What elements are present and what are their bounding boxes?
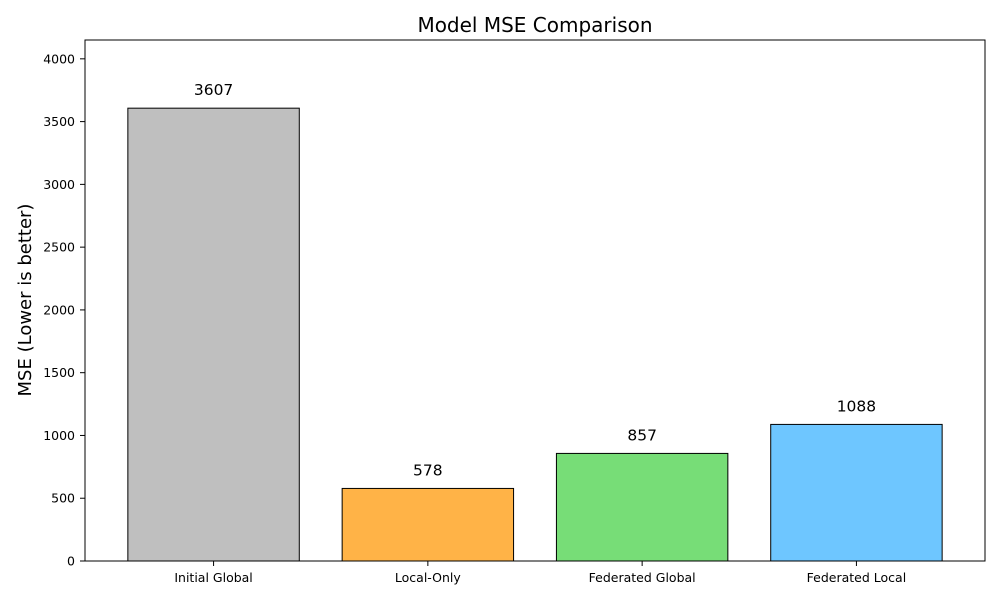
value-labels-layer: 3607 578 857 1088 <box>194 81 876 479</box>
plot-frame <box>84 39 986 562</box>
chart-title: Model MSE Comparison <box>417 13 652 37</box>
y-tick-label: 3000 <box>43 177 75 192</box>
x-tick-label: Federated Global <box>589 570 696 585</box>
y-axis-ticks: 0 500 1000 1500 2000 2500 3000 3500 4000 <box>43 51 85 569</box>
bars-layer <box>127 107 943 562</box>
y-tick-label: 3500 <box>43 114 75 129</box>
y-tick-label: 1500 <box>43 365 75 380</box>
y-axis-label: MSE (Lower is better) <box>15 204 36 397</box>
x-axis-ticks: Initial Global Local-Only Federated Global… <box>174 561 906 585</box>
y-tick-label: 1000 <box>43 428 75 443</box>
bar-local-only <box>341 487 515 562</box>
bar-value-label: 857 <box>627 426 657 444</box>
y-tick-label: 0 <box>67 554 75 569</box>
x-tick-label: Local-Only <box>395 570 461 585</box>
y-tick-label: 4000 <box>43 51 75 66</box>
bar-value-label: 3607 <box>194 81 233 99</box>
bar-value-label: 578 <box>413 461 443 479</box>
x-tick-label: Federated Local <box>807 570 907 585</box>
bar-value-label: 1088 <box>837 397 876 415</box>
y-tick-label: 2500 <box>43 240 75 255</box>
x-tick-label: Initial Global <box>174 570 252 585</box>
y-tick-label: 500 <box>51 491 75 506</box>
bar-initial-global <box>127 107 300 562</box>
bar-federated-global <box>555 452 729 562</box>
y-tick-label: 2000 <box>43 302 75 317</box>
bar-federated-local <box>770 423 943 562</box>
